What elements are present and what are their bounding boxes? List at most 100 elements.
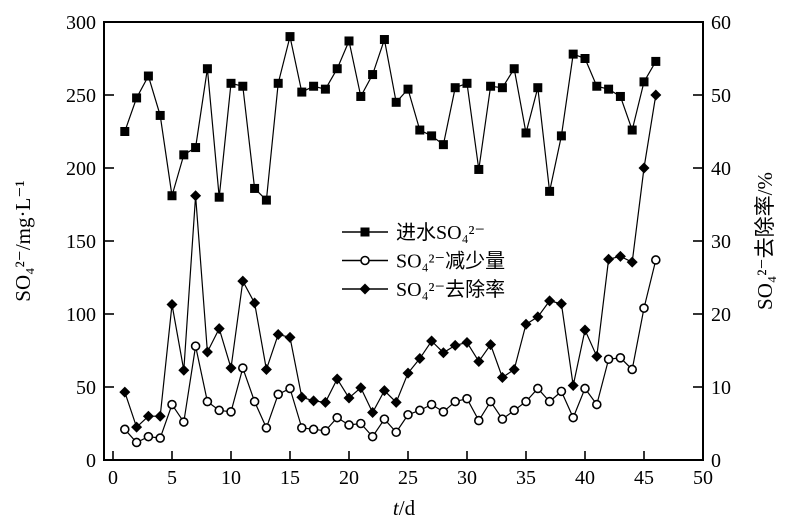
circle-marker [143,431,154,442]
diamond-marker [142,410,154,422]
diamond-marker [343,392,355,404]
circle-marker [344,420,354,430]
diamond-marker [260,363,272,375]
axis-ticks: 0 5 10 15 20 25 30 35 40 45 5005010015020025030001… [66,12,731,489]
circle-marker [190,341,201,351]
x-tick-label: 25 [398,467,418,489]
square-marker [297,87,307,97]
diamond-marker [119,386,131,398]
circle-marker [226,407,236,417]
circle-marker [367,431,378,442]
square-marker [191,143,201,153]
series-so4-reduction-line [124,259,657,444]
diamond-marker [178,364,190,376]
circle-marker [450,396,461,407]
circle-marker [414,405,425,416]
x-tick-label: 10 [221,467,241,489]
diamond-marker [249,297,261,309]
circle-marker [462,393,472,404]
circle-marker [615,352,626,363]
square-marker [167,191,177,201]
square-marker [120,127,130,136]
series-influent-so4 [120,32,661,205]
right-tick-label: 40 [711,158,731,180]
legend-item-so4-removal-rate-label: SO₄²⁻去除率 [396,278,505,301]
diamond-marker [473,355,485,367]
x-tick-label: 20 [339,467,359,489]
circle-marker [580,383,590,394]
diamond-marker [237,275,249,287]
left-tick-label: 50 [76,377,96,399]
x-tick-label: 30 [457,467,477,489]
circle-marker [556,386,567,397]
circle-marker [379,414,390,424]
diamond-marker [461,336,473,348]
square-marker [368,70,378,80]
diamond-marker [296,391,308,403]
diamond-marker [567,380,579,392]
right-tick-label: 0 [711,450,721,472]
circle-marker [355,418,366,429]
left-axis-title: SO₄²⁻/mg·L⁻¹ [11,180,35,301]
diamond-marker [308,395,320,407]
diamond-marker [272,328,284,340]
left-tick-label: 100 [66,304,96,326]
square-marker [568,49,578,59]
data-series [119,32,662,448]
square-marker [273,78,283,88]
square-marker [320,84,330,94]
square-marker [580,54,590,63]
square-marker [450,83,460,93]
square-marker [427,131,437,141]
square-marker [651,56,661,66]
diamond-marker [591,350,603,362]
square-marker [309,81,319,91]
circle-marker [155,433,165,443]
diamond-marker [367,407,379,419]
diamond-marker [359,283,371,295]
diamond-marker [437,347,449,359]
square-marker [356,91,366,101]
circle-marker [591,399,602,410]
circle-marker [544,396,555,407]
diamond-marker [284,331,296,343]
diamond-marker [166,299,178,311]
x-tick-label: 50 [693,467,713,489]
left-tick-label: 0 [86,450,96,472]
right-tick-label: 50 [711,85,731,107]
right-tick-label: 60 [711,12,731,34]
square-marker [391,97,401,107]
square-marker [615,91,625,101]
circle-marker [639,303,649,313]
diamond-marker [378,385,390,397]
right-tick-label: 30 [711,231,731,253]
circle-marker [214,405,224,416]
circle-marker [202,396,213,407]
diamond-marker [426,335,438,347]
circle-marker [403,409,413,420]
square-marker [179,150,189,160]
diamond-marker [331,373,343,385]
circle-marker [521,396,531,407]
square-marker [462,78,472,88]
square-marker [143,71,153,81]
diamond-marker [319,396,331,408]
diamond-marker [544,295,556,307]
diamond-marker [414,353,426,365]
diamond-marker [390,396,402,408]
diamond-marker [614,250,626,262]
circle-marker [120,424,130,435]
circle-marker [532,383,543,394]
circle-marker [360,255,370,266]
square-marker [556,131,566,141]
square-marker [474,164,484,174]
square-marker [592,81,602,91]
x-tick-label: 35 [516,467,536,489]
x-axis-title-variable: t [393,496,400,520]
series-so4-removal-rate [119,89,662,433]
x-tick-label: 0 [108,467,118,489]
circle-marker [497,414,508,424]
square-marker [486,81,496,91]
series-so4-reduction [120,255,661,448]
